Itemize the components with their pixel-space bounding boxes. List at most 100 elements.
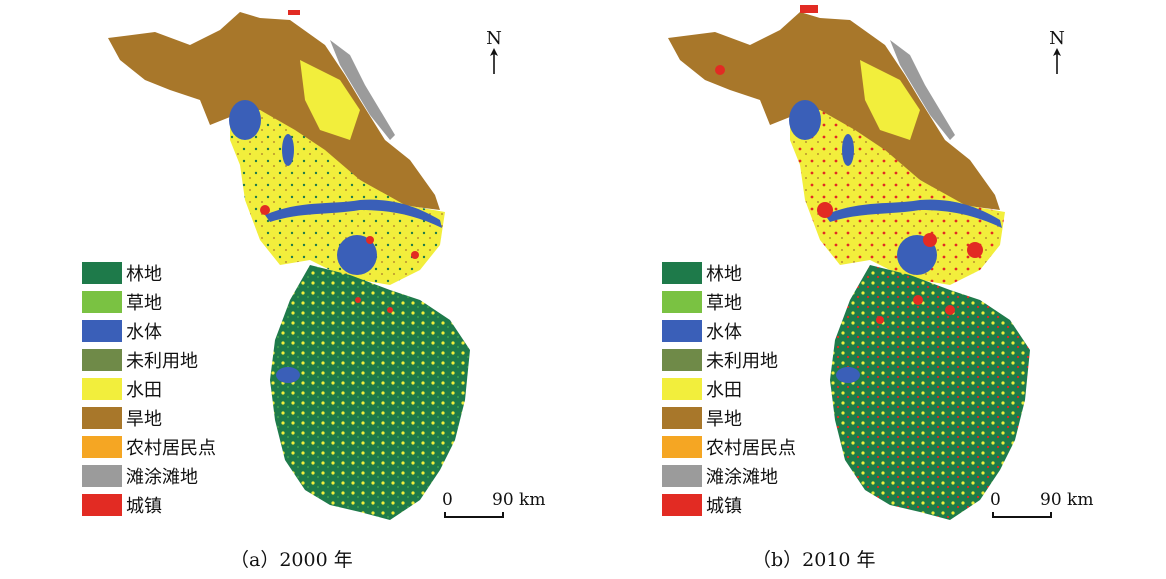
lake-gaoyou [282, 134, 294, 166]
urban-patch [817, 202, 833, 218]
legend-swatch [662, 435, 702, 458]
legend-swatch [662, 290, 702, 313]
legend-swatch [82, 261, 122, 284]
urban-patch [411, 251, 419, 259]
land-use-map-2000 [108, 10, 470, 520]
scale-distance-label: 90 km [1040, 490, 1094, 510]
legend-label: 滩涂滩地 [126, 466, 198, 488]
legend-item-dryland: 旱地 [82, 403, 216, 432]
lake-hongze [229, 100, 261, 140]
legend-item-tidal: 滩涂滩地 [662, 461, 796, 490]
legend-item-forest: 林地 [82, 258, 216, 287]
legend-label: 水田 [706, 379, 742, 401]
coastal-strip [330, 40, 395, 140]
legend-swatch [82, 377, 122, 400]
legend-label: 旱地 [126, 408, 162, 430]
forest-region [830, 265, 1030, 520]
urban-patch [715, 65, 725, 75]
lake-qiandao [836, 367, 860, 383]
legend-label: 城镇 [706, 495, 742, 517]
lake-qiandao [276, 367, 300, 383]
urban-patch [945, 305, 955, 315]
urban-patch [800, 5, 818, 13]
legend-item-paddy: 水田 [82, 374, 216, 403]
north-arrow-icon [1053, 48, 1061, 74]
legend-swatch [82, 435, 122, 458]
legend-swatch [662, 493, 702, 516]
legend-swatch [82, 464, 122, 487]
north-label: N [1049, 28, 1065, 49]
urban-patch [913, 295, 923, 305]
yangtze-river [265, 199, 442, 228]
legend-swatch [662, 261, 702, 284]
legend-label: 草地 [706, 292, 742, 314]
legend-label: 林地 [706, 263, 742, 285]
paddy-north [300, 60, 360, 140]
paddy-north [860, 60, 920, 140]
map-panel-2010: 林地 草地 水体 未利用地 水田 旱地 农村居民点 滩涂滩地 城镇 N 0 90… [640, 0, 1166, 530]
legend-swatch [82, 319, 122, 342]
legend-item-forest: 林地 [662, 258, 796, 287]
legend-label: 滩涂滩地 [706, 466, 778, 488]
legend-swatch [662, 348, 702, 371]
urban-patch [366, 236, 374, 244]
legend-swatch [82, 348, 122, 371]
north-arrow-icon [490, 48, 498, 74]
scale-line [992, 512, 1052, 518]
map-legend: 林地 草地 水体 未利用地 水田 旱地 农村居民点 滩涂滩地 城镇 [82, 258, 216, 519]
legend-swatch [82, 406, 122, 429]
legend-label: 旱地 [706, 408, 742, 430]
legend-item-urban: 城镇 [82, 490, 216, 519]
map-legend: 林地 草地 水体 未利用地 水田 旱地 农村居民点 滩涂滩地 城镇 [662, 258, 796, 519]
scale-zero-label: 0 [990, 490, 1001, 510]
coastal-strip [890, 40, 955, 140]
legend-item-rural: 农村居民点 [662, 432, 796, 461]
legend-item-water: 水体 [662, 316, 796, 345]
scale-distance-label: 90 km [492, 490, 546, 510]
dryland-region [108, 12, 440, 210]
urban-patch [876, 316, 884, 324]
scale-zero-label: 0 [442, 490, 453, 510]
yangtze-river [825, 199, 1002, 228]
legend-item-unused: 未利用地 [82, 345, 216, 374]
land-use-map-2010 [668, 5, 1030, 520]
legend-label: 城镇 [126, 495, 162, 517]
lake-tai [337, 235, 377, 275]
legend-swatch [662, 377, 702, 400]
legend-label: 未利用地 [706, 350, 778, 372]
legend-label: 未利用地 [126, 350, 198, 372]
dryland-region [668, 12, 1000, 210]
legend-item-paddy: 水田 [662, 374, 796, 403]
legend-swatch [662, 464, 702, 487]
forest-region [270, 265, 470, 520]
urban-patch [967, 242, 983, 258]
urban-patch [355, 297, 361, 303]
legend-label: 水体 [126, 321, 162, 343]
scale-line [444, 512, 504, 518]
urban-patch [387, 307, 393, 313]
caption-2010: （b）2010 年 [752, 549, 876, 571]
legend-item-water: 水体 [82, 316, 216, 345]
lake-hongze [789, 100, 821, 140]
legend-item-rural: 农村居民点 [82, 432, 216, 461]
legend-label: 水体 [706, 321, 742, 343]
legend-label: 农村居民点 [706, 437, 796, 459]
legend-label: 农村居民点 [126, 437, 216, 459]
caption-2000: （a）2000 年 [230, 549, 353, 571]
legend-swatch [82, 290, 122, 313]
legend-label: 水田 [126, 379, 162, 401]
north-arrow: N [479, 30, 509, 74]
legend-item-dryland: 旱地 [662, 403, 796, 432]
lake-gaoyou [842, 134, 854, 166]
legend-item-tidal: 滩涂滩地 [82, 461, 216, 490]
urban-patch [288, 10, 300, 15]
urban-patch [260, 205, 270, 215]
legend-item-unused: 未利用地 [662, 345, 796, 374]
north-label: N [486, 28, 502, 49]
legend-item-urban: 城镇 [662, 490, 796, 519]
legend-label: 林地 [126, 263, 162, 285]
legend-swatch [82, 493, 122, 516]
legend-item-grassland: 草地 [82, 287, 216, 316]
map-panel-2000: 林地 草地 水体 未利用地 水田 旱地 农村居民点 滩涂滩地 城镇 N 0 90… [60, 0, 620, 530]
north-arrow: N [1042, 30, 1072, 74]
